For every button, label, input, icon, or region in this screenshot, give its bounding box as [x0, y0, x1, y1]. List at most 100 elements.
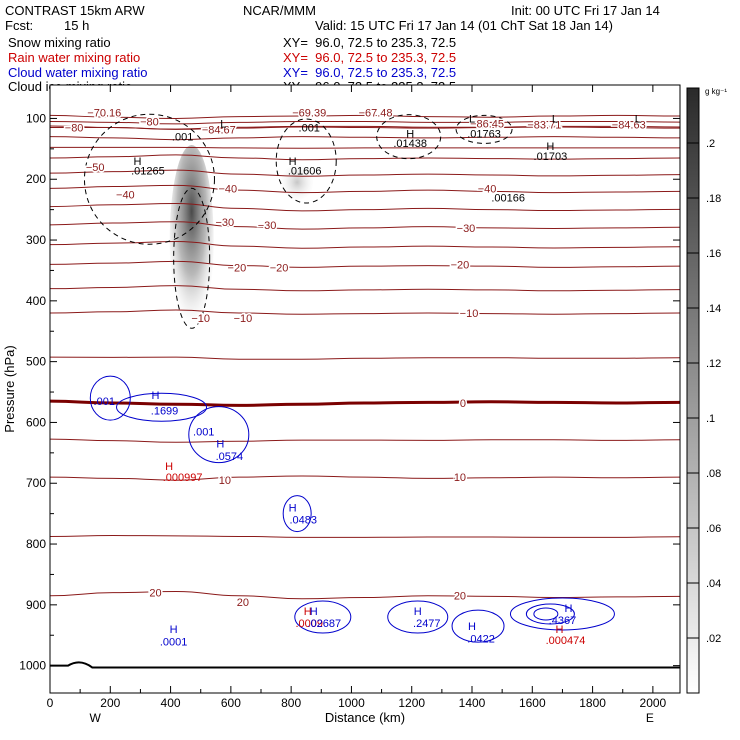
extremum-label-28: H [310, 606, 318, 618]
x-tick-label-4: 800 [281, 696, 301, 710]
ice-contour-west [83, 113, 215, 245]
colorbar-tick-label-2: .06 [706, 523, 721, 535]
extremum-label-38: H [170, 624, 178, 636]
forecast-label: Fcst: [5, 18, 34, 33]
extremum-label-39: .0001 [160, 636, 188, 648]
extremum-label-35: .4367 [549, 615, 577, 627]
colorbar-tick-label-4: .1 [706, 413, 715, 425]
isotherm-line-8 [49, 399, 681, 407]
extremum-label-10: .01703 [534, 151, 568, 163]
extremum-label-27: .0009 [295, 618, 323, 630]
isotherm-label-22: 0 [460, 398, 466, 410]
isotherm-label-9: −50 [86, 162, 105, 174]
extremum-label-15: .00166 [491, 192, 525, 204]
extremum-label-36: H [555, 624, 563, 636]
x-tick-label-10: 2000 [640, 696, 667, 710]
isotherm-label-27: 20 [454, 591, 466, 603]
y-tick-label-8: 900 [26, 598, 46, 612]
extremum-label-25: .0483 [289, 515, 317, 527]
extremum-label-11: H [133, 156, 141, 168]
isotherm-label-10: −40 [116, 189, 135, 201]
extremum-label-8: L [635, 113, 641, 125]
extremum-label-5: L [469, 113, 475, 125]
east-direction-label: E [646, 711, 654, 725]
isotherm-line-1 [49, 114, 681, 119]
isotherm-intermediate-0 [49, 120, 681, 125]
y-tick-label-3: 400 [26, 294, 46, 308]
isotherm-label-20: −10 [234, 313, 253, 325]
isotherm-label-15: −30 [457, 223, 476, 235]
x-tick-label-8: 1600 [519, 696, 546, 710]
extremum-label-23: .000997 [163, 472, 203, 484]
extremum-label-37: .000474 [546, 635, 586, 647]
extremum-label-0: L [220, 118, 226, 130]
isotherm-label-0: −70.16 [87, 107, 121, 119]
colorbar-tick-label-9: .2 [706, 138, 715, 150]
x-tick-label-7: 1400 [459, 696, 486, 710]
x-tick-label-6: 1200 [398, 696, 425, 710]
x-tick-label-1: 200 [100, 696, 120, 710]
colorbar-tick-label-0: .02 [706, 633, 721, 645]
cloud-contour-1700km [509, 597, 615, 631]
isotherm-intermediate-3 [49, 169, 681, 177]
y-tick-label-6: 700 [26, 476, 46, 490]
isotherm-label-19: −10 [191, 313, 210, 325]
isotherm-label-23: 10 [219, 475, 231, 487]
valid-time: Valid: 15 UTC Fri 17 Jan 14 (01 ChT Sat … [315, 18, 613, 33]
colorbar-tick-label-7: .16 [706, 248, 721, 260]
extremum-label-31: .2477 [413, 618, 441, 630]
extremum-label-20: H [216, 439, 224, 451]
isotherm-line-9 [49, 475, 681, 481]
y-tick-label-4: 500 [26, 355, 46, 369]
legend-cloud-xy: XY= 96.0, 72.5 to 235.3, 72.5 [283, 65, 457, 80]
isotherm-label-6: −86.45 [470, 118, 504, 130]
terrain-surface-line [50, 661, 680, 669]
extremum-label-12: .01265 [131, 166, 165, 178]
ice-contour-1440km [455, 114, 513, 144]
x-tick-label-2: 400 [161, 696, 181, 710]
x-axis-label: Distance (km) [325, 710, 405, 725]
y-tick-label-5: 600 [26, 415, 46, 429]
extremum-label-6: .01763 [467, 129, 501, 141]
legend-rain-name: Rain water mixing ratio [8, 50, 141, 65]
y-tick-label-0: 100 [26, 111, 46, 125]
extremum-label-24: H [289, 503, 297, 515]
isotherm-line-6 [49, 260, 681, 268]
colorbar-tick-label-3: .08 [706, 468, 721, 480]
isotherm-label-7: −83.71 [527, 120, 561, 132]
isotherm-intermediate-6 [49, 285, 681, 292]
legend-cloud-name: Cloud water mixing ratio [8, 65, 148, 80]
west-direction-label: W [90, 711, 102, 725]
isotherm-label-1: −69.39 [292, 107, 326, 119]
extremum-label-4: .01438 [393, 138, 427, 150]
ice-contour-central [275, 118, 337, 204]
colorbar-tick-label-5: .12 [706, 358, 721, 370]
extremum-label-17: H [152, 390, 160, 402]
isotherm-label-8: −84.63 [612, 120, 646, 132]
cloud-contour-1700km-inner [525, 603, 575, 625]
extremum-label-1: .001 [172, 132, 193, 144]
init-time: Init: 00 UTC Fri 17 Jan 14 [511, 3, 660, 18]
legend-snow-name: Snow mixing ratio [8, 35, 111, 50]
cloud-contour-1420km [451, 609, 505, 643]
isotherm-label-5: −84.67 [202, 124, 236, 136]
isotherm-intermediate-4 [49, 203, 681, 212]
ice-contour-plume [173, 187, 211, 329]
y-tick-label-9: 1000 [19, 659, 46, 673]
isotherm-intermediate-2 [50, 146, 680, 149]
colorbar-unit-label: g kg⁻¹ [705, 87, 727, 96]
extremum-label-3: H [406, 129, 414, 141]
isotherm-label-17: −20 [270, 262, 289, 274]
x-tick-label-3: 600 [221, 696, 241, 710]
snow-shading-secondary [281, 164, 314, 201]
isotherm-intermediate-1 [49, 125, 681, 130]
isotherm-intermediate-7 [49, 356, 681, 360]
extremum-label-29: .02687 [307, 618, 341, 630]
isotherm-intermediate-8 [49, 438, 681, 443]
extremum-label-7: L [552, 113, 558, 125]
cloud-contour-1700km-core [533, 607, 559, 621]
isotherm-label-14: −30 [258, 220, 277, 232]
legend-rain-xy: XY= 96.0, 72.5 to 235.3, 72.5 [283, 50, 457, 65]
